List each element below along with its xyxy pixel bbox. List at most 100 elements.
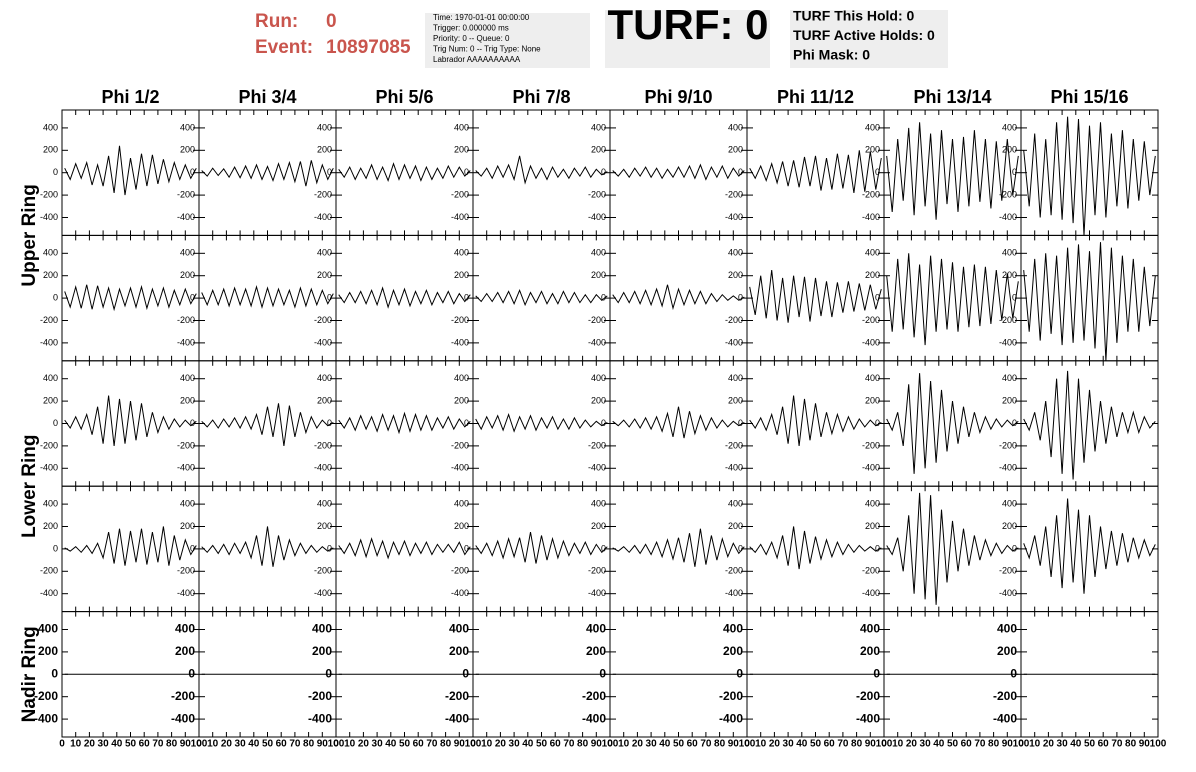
x-tick-label: 20 (632, 739, 644, 750)
x-tick-label: 90 (1139, 739, 1151, 750)
waveform (749, 526, 882, 570)
y-tick-label: 400 (317, 373, 332, 383)
waveform (475, 288, 608, 307)
x-tick-label: 40 (248, 739, 260, 750)
y-tick-label: 400 (317, 122, 332, 132)
y-tick-label: 200 (728, 395, 743, 405)
x-tick-label: 90 (1002, 739, 1014, 750)
y-tick-label: 400 (180, 122, 195, 132)
y-tick-label: 400 (312, 622, 332, 636)
column-title: Phi 15/16 (1050, 87, 1128, 107)
x-tick-label: 0 (607, 739, 613, 750)
x-tick-label: 30 (783, 739, 795, 750)
x-tick-label: 100 (191, 739, 208, 750)
y-tick-label: 400 (43, 122, 58, 132)
y-tick-label: 0 (1012, 543, 1017, 553)
info-box (425, 13, 590, 68)
x-tick-label: 50 (1084, 739, 1096, 750)
x-tick-label: 30 (920, 739, 932, 750)
y-tick-label: 400 (180, 373, 195, 383)
y-tick-label: 0 (738, 292, 743, 302)
waveform (64, 526, 197, 566)
y-tick-label: -200 (40, 440, 58, 450)
turf-info-line: TURF This Hold: 0 (793, 8, 915, 24)
x-tick-label: 10 (1029, 739, 1041, 750)
x-tick-label: 0 (470, 739, 476, 750)
y-tick-label: 0 (327, 292, 332, 302)
waveform (1023, 116, 1156, 236)
x-tick-label: 70 (563, 739, 575, 750)
waveform (475, 532, 608, 564)
turf-title: TURF: 0 (608, 1, 769, 48)
y-tick-label: 400 (317, 498, 332, 508)
y-tick-label: 0 (53, 543, 58, 553)
y-tick-label: -400 (314, 588, 332, 598)
x-tick-label: 60 (413, 739, 425, 750)
column-title: Phi 11/12 (777, 87, 854, 107)
x-tick-label: 100 (602, 739, 619, 750)
y-tick-label: 0 (190, 167, 195, 177)
turf-info-line: TURF Active Holds: 0 (793, 27, 935, 43)
x-tick-label: 100 (1150, 739, 1167, 750)
turf-box (605, 10, 770, 68)
y-tick-label: -400 (862, 588, 880, 598)
y-tick-label: 0 (736, 666, 743, 680)
y-tick-label: 200 (865, 145, 880, 155)
column-title: Phi 9/10 (644, 87, 712, 107)
y-tick-label: -200 (34, 689, 58, 703)
x-tick-label: 60 (139, 739, 151, 750)
info-line: Priority: 0 -- Queue: 0 (433, 34, 510, 43)
x-tick-label: 100 (1013, 739, 1030, 750)
waveform (338, 411, 471, 435)
y-tick-label: -200 (451, 440, 469, 450)
y-tick-label: 0 (327, 543, 332, 553)
y-tick-label: -200 (314, 189, 332, 199)
row-label: Lower Ring (19, 434, 40, 537)
x-tick-label: 0 (1018, 739, 1024, 750)
y-tick-label: -400 (862, 337, 880, 347)
y-tick-label: -400 (862, 463, 880, 473)
y-tick-label: 200 (865, 395, 880, 405)
y-tick-label: -200 (588, 189, 606, 199)
y-tick-label: 200 (180, 145, 195, 155)
y-tick-label: 200 (591, 145, 606, 155)
y-tick-label: 0 (464, 543, 469, 553)
y-tick-label: 400 (1002, 498, 1017, 508)
y-tick-label: 400 (1002, 122, 1017, 132)
y-tick-label: -400 (314, 463, 332, 473)
y-tick-label: 200 (317, 521, 332, 531)
waveform (201, 285, 334, 309)
waveform (749, 270, 882, 323)
y-tick-label: 200 (317, 395, 332, 405)
y-tick-label: 400 (728, 122, 743, 132)
x-tick-label: 90 (180, 739, 192, 750)
y-tick-label: 400 (1002, 373, 1017, 383)
x-tick-label: 90 (454, 739, 466, 750)
y-tick-label: -400 (308, 711, 332, 725)
y-tick-label: -400 (719, 711, 743, 725)
y-tick-label: 200 (454, 145, 469, 155)
x-tick-label: 20 (495, 739, 507, 750)
y-tick-label: -200 (725, 566, 743, 576)
y-tick-label: 400 (865, 373, 880, 383)
x-tick-label: 40 (933, 739, 945, 750)
y-tick-label: -400 (588, 212, 606, 222)
y-tick-label: 400 (43, 498, 58, 508)
x-tick-label: 60 (961, 739, 973, 750)
y-tick-label: -200 (40, 315, 58, 325)
y-tick-label: 0 (875, 292, 880, 302)
y-tick-label: -200 (999, 440, 1017, 450)
y-tick-label: -400 (451, 337, 469, 347)
y-tick-label: -400 (40, 337, 58, 347)
y-tick-label: 200 (180, 270, 195, 280)
y-tick-label: -200 (308, 689, 332, 703)
y-tick-label: -200 (862, 440, 880, 450)
y-tick-label: -200 (171, 689, 195, 703)
y-tick-label: 200 (454, 395, 469, 405)
info-line: Time: 1970-01-01 00:00:00 (433, 13, 530, 22)
waveform (749, 395, 882, 446)
y-tick-label: 400 (175, 622, 195, 636)
x-tick-label: 40 (1070, 739, 1082, 750)
y-tick-label: 200 (180, 521, 195, 531)
column-title: Phi 5/6 (375, 87, 433, 107)
